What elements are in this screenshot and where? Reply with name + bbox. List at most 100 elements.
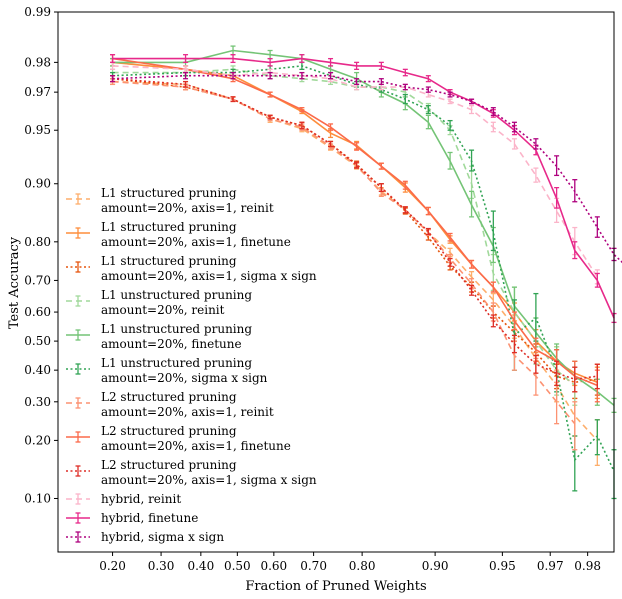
error-bar <box>267 71 273 80</box>
error-bar <box>533 138 539 150</box>
error-bar <box>378 78 384 86</box>
y-axis-title: Test Accuracy <box>7 236 22 329</box>
error-bar <box>469 190 475 218</box>
legend-item: L1 unstructured pruning amount=20%, fine… <box>66 322 252 351</box>
error-bar <box>554 186 560 209</box>
x-tick-label: 0.80 <box>349 559 376 573</box>
error-bar <box>299 54 305 64</box>
legend-label: amount=20%, sigma x sign <box>101 371 268 385</box>
x-axis: 0.20 0.30 0.40 0.50 0.60 0.70 0.80 0.90 0.95 0.97… <box>99 552 601 573</box>
legend-label: amount=20%, axis=1, reinit <box>101 201 274 215</box>
legend-item: L1 unstructured pruning amount=20%, sigm… <box>66 356 268 385</box>
x-tick-label: 0.30 <box>148 559 175 573</box>
error-bar <box>490 281 496 293</box>
error-bar <box>594 272 600 288</box>
error-bar <box>299 71 305 80</box>
error-bar <box>354 78 360 86</box>
error-bar <box>402 206 408 214</box>
error-bar <box>572 241 578 260</box>
legend-item: hybrid, sigma x sign <box>66 530 224 544</box>
error-bar <box>267 57 273 67</box>
legend-label: L2 structured pruning <box>101 390 237 404</box>
error-bar <box>469 149 475 172</box>
legend-label: L2 structured pruning <box>101 424 237 438</box>
error-bar <box>447 98 453 105</box>
legend-label: L1 structured pruning <box>101 220 237 234</box>
series <box>110 71 622 264</box>
legend-label: amount=20%, reinit <box>101 303 225 317</box>
legend-label: L1 structured pruning <box>101 254 237 268</box>
legend-item: L2 structured pruning amount=20%, axis=1… <box>66 424 291 453</box>
legend-item: hybrid, reinit <box>66 492 181 506</box>
error-bar <box>447 151 453 170</box>
error-bar <box>354 142 360 151</box>
x-tick-label: 0.90 <box>422 559 449 573</box>
error-bar <box>230 96 236 103</box>
y-tick-label: 0.70 <box>24 273 51 287</box>
error-bar <box>328 71 334 80</box>
error-bar <box>469 98 475 105</box>
error-bar <box>533 167 539 183</box>
legend-item: L1 unstructured pruning amount=20%, rein… <box>66 288 252 317</box>
legend-label: hybrid, finetune <box>101 511 198 525</box>
error-bar <box>554 155 560 177</box>
error-bar <box>447 91 453 98</box>
error-bar <box>425 104 431 115</box>
error-bar <box>354 61 360 70</box>
y-tick-label: 0.60 <box>24 305 51 319</box>
error-bar <box>354 161 360 169</box>
error-bar <box>110 75 116 83</box>
error-bar <box>469 259 475 269</box>
legend-label: amount=20%, axis=1, sigma x sign <box>101 269 317 283</box>
legend-label: L1 unstructured pruning <box>101 322 252 336</box>
error-bar <box>490 314 496 328</box>
error-bar <box>378 61 384 70</box>
series-line <box>112 57 598 387</box>
error-bar <box>447 257 453 267</box>
legend-label: L1 unstructured pruning <box>101 356 252 370</box>
y-axis: 0.10 0.20 0.30 0.40 0.50 0.60 0.70 0.80 0.90 0.95… <box>24 5 58 505</box>
error-bar <box>447 119 453 131</box>
error-bar <box>572 179 578 203</box>
error-bar <box>490 121 496 133</box>
error-bar <box>425 114 431 130</box>
legend-label: amount=20%, axis=1, sigma x sign <box>101 473 317 487</box>
error-bar <box>402 68 408 77</box>
error-bar <box>183 80 189 88</box>
error-bar <box>425 86 431 93</box>
error-bar <box>490 210 496 252</box>
legend-label: amount=20%, axis=1, reinit <box>101 405 274 419</box>
legend: L1 structured pruning amount=20%, axis=1… <box>66 186 317 544</box>
error-bar <box>328 140 334 148</box>
error-bar <box>511 311 517 331</box>
error-bar <box>267 91 273 98</box>
error-bar <box>469 104 475 115</box>
y-tick-label: 0.20 <box>24 433 51 447</box>
legend-label: amount=20%, axis=1, finetune <box>101 439 291 453</box>
error-bar <box>511 334 517 354</box>
error-bar <box>267 114 273 120</box>
legend-label: amount=20%, finetune <box>101 337 242 351</box>
series-line <box>112 74 622 264</box>
legend-item: L2 structured pruning amount=20%, axis=1… <box>66 458 317 487</box>
series-line <box>112 77 598 381</box>
legend-item: L1 structured pruning amount=20%, axis=1… <box>66 186 274 215</box>
error-bar <box>378 162 384 170</box>
error-bar <box>594 363 600 390</box>
error-bar <box>554 360 560 387</box>
error-bar <box>328 57 334 67</box>
legend-label: L2 structured pruning <box>101 458 237 472</box>
error-bar <box>511 138 517 150</box>
y-tick-label: 0.40 <box>24 363 51 377</box>
error-bar <box>183 54 189 64</box>
series-line <box>112 80 598 441</box>
y-tick-label: 0.50 <box>24 334 51 348</box>
series-line <box>112 65 598 278</box>
error-bar <box>230 54 236 64</box>
error-bar <box>402 180 408 190</box>
y-tick-label: 0.10 <box>24 491 51 505</box>
y-tick-label: 0.98 <box>24 55 51 69</box>
x-tick-label: 0.70 <box>300 559 327 573</box>
error-bar <box>594 419 600 456</box>
